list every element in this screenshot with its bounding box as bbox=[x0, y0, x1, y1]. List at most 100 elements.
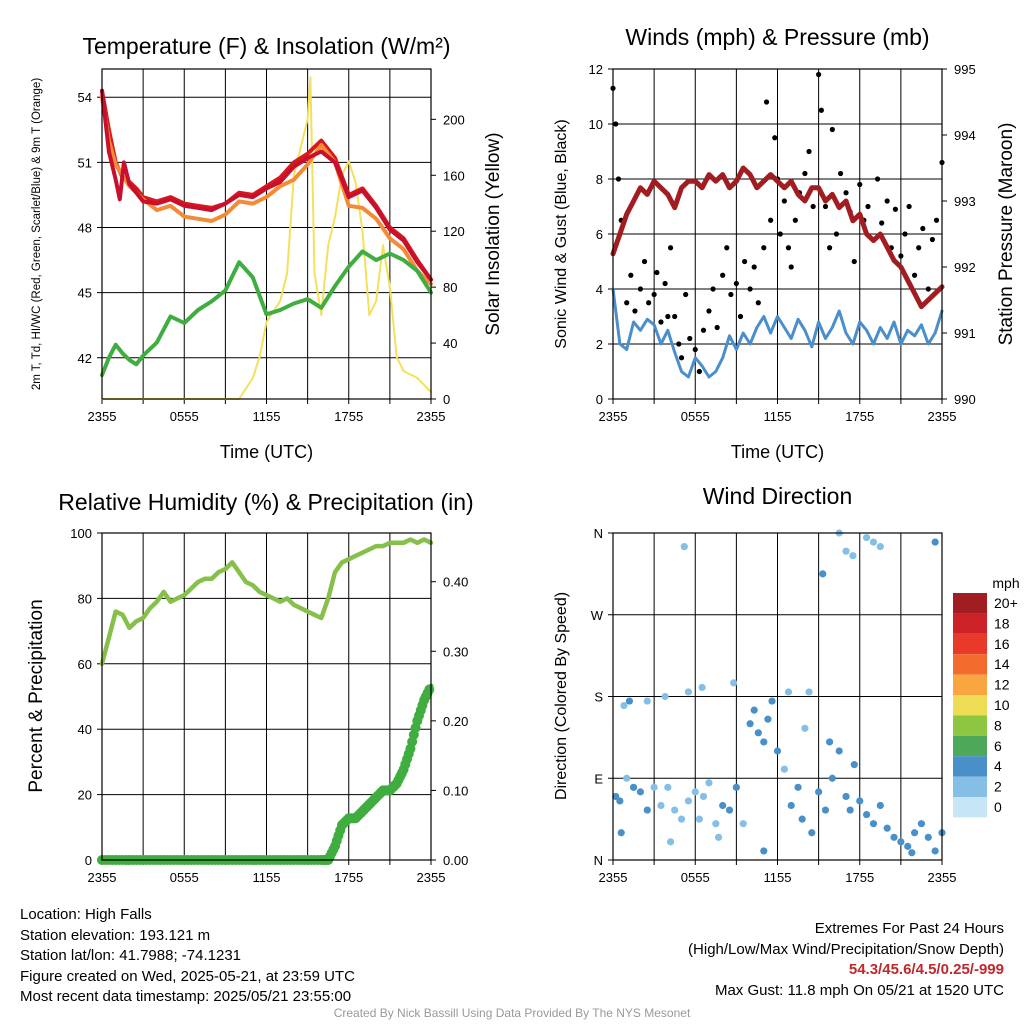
panel-temperature: 2355 0555 1155 1755 2355 42 45 48 51 54 0 40 80 120 16… bbox=[31, 33, 504, 462]
y-tick-label: 40 bbox=[78, 722, 92, 737]
direction-point bbox=[739, 820, 747, 828]
legend-swatch bbox=[953, 715, 987, 736]
y-tick-label: 12 bbox=[589, 62, 603, 77]
gust-point bbox=[843, 190, 849, 196]
direction-point bbox=[808, 829, 816, 837]
gust-point bbox=[724, 245, 730, 251]
speed-legend: mph 20+ 18 16 14 12 10 8 6 4 2 0 bbox=[953, 575, 1020, 818]
legend-label: 16 bbox=[994, 636, 1010, 652]
direction-point bbox=[863, 810, 871, 819]
y-tick-label: 8 bbox=[596, 172, 603, 187]
y-tick-label: 0 bbox=[85, 853, 92, 868]
direction-point bbox=[910, 829, 919, 837]
direction-point bbox=[671, 806, 679, 814]
x-tick-label: 1755 bbox=[845, 409, 874, 424]
gust-point bbox=[637, 286, 644, 292]
y2-axis-label: Solar Insolation (Yellow) bbox=[483, 132, 504, 335]
x-tick-label: 0555 bbox=[170, 409, 199, 424]
gust-point bbox=[763, 99, 770, 105]
direction-point bbox=[750, 706, 758, 714]
direction-point bbox=[699, 792, 708, 801]
gust-point bbox=[806, 148, 812, 155]
direction-point bbox=[666, 838, 675, 846]
gust-point bbox=[733, 280, 739, 287]
gust-point bbox=[720, 272, 726, 278]
legend-title: mph bbox=[992, 575, 1019, 591]
gust-point bbox=[706, 308, 712, 314]
plot-border bbox=[101, 68, 432, 400]
direction-point bbox=[780, 765, 788, 773]
gust-point bbox=[700, 327, 707, 333]
y-tick-label: 54 bbox=[78, 90, 92, 105]
x-tick-label: 1755 bbox=[334, 870, 363, 885]
gust-point bbox=[906, 203, 912, 210]
direction-point bbox=[684, 797, 692, 805]
y-tick-label: 45 bbox=[78, 286, 92, 301]
direction-point bbox=[850, 761, 858, 769]
direction-point bbox=[846, 806, 854, 814]
gust-point bbox=[837, 170, 844, 177]
gust-point bbox=[624, 300, 630, 306]
x-tick-label: 0555 bbox=[170, 870, 199, 885]
direction-point bbox=[664, 783, 672, 791]
gust-point bbox=[728, 291, 734, 298]
x-axis-label: Time (UTC) bbox=[220, 442, 313, 462]
direction-point bbox=[828, 774, 836, 782]
gust-point bbox=[772, 135, 778, 141]
y2-tick-label: 993 bbox=[954, 194, 976, 209]
y-axis-label: Direction (Colored By Speed) bbox=[553, 592, 570, 800]
series-relative-humidity bbox=[99, 537, 434, 667]
x-tick-label: 2355 bbox=[599, 409, 628, 424]
legend-swatch bbox=[953, 654, 987, 675]
gust-point bbox=[646, 300, 652, 306]
extremes-title: Extremes For Past 24 Hours bbox=[814, 920, 1004, 937]
gust-point bbox=[874, 176, 881, 182]
gust-point bbox=[678, 355, 685, 361]
x-tick-label: 2355 bbox=[88, 870, 117, 885]
y2-tick-label: 992 bbox=[954, 260, 976, 275]
x-tick-label: 2355 bbox=[599, 870, 628, 885]
y-tick-label: 80 bbox=[78, 591, 92, 606]
legend-label: 2 bbox=[994, 779, 1002, 795]
gust-point bbox=[802, 170, 808, 177]
gust-point bbox=[925, 286, 931, 292]
direction-point bbox=[698, 683, 706, 692]
direction-point bbox=[815, 788, 823, 796]
direction-point bbox=[725, 806, 734, 814]
x-tick-label: 1155 bbox=[764, 409, 792, 424]
extremes-info: Extremes For Past 24 Hours (High/Low/Max… bbox=[688, 919, 1004, 1001]
legend-swatch bbox=[953, 735, 987, 757]
direction-point bbox=[876, 801, 884, 810]
x-tick-label: 1755 bbox=[334, 409, 363, 424]
direction-point bbox=[842, 792, 850, 801]
direction-point bbox=[732, 783, 740, 791]
direction-point bbox=[924, 833, 932, 841]
gust-point bbox=[742, 258, 748, 265]
direction-point bbox=[849, 552, 857, 560]
legend-label: 6 bbox=[994, 738, 1002, 754]
direction-point bbox=[931, 538, 939, 546]
direction-point bbox=[890, 833, 898, 841]
gust-point bbox=[898, 253, 904, 259]
gust-point bbox=[672, 313, 678, 320]
x-tick-label: 2355 bbox=[88, 409, 117, 424]
gust-point bbox=[933, 217, 940, 223]
x-tick-label: 2355 bbox=[417, 409, 446, 424]
y2-tick-label: 120 bbox=[443, 224, 465, 239]
x-tick-label: 0555 bbox=[681, 409, 710, 424]
direction-point bbox=[650, 783, 658, 791]
y2-tick-label: 40 bbox=[443, 336, 457, 351]
gust-point bbox=[667, 245, 674, 251]
figure-created: Figure created on Wed, 2025-05-21, at 23… bbox=[20, 967, 355, 985]
y-tick-label: 60 bbox=[78, 657, 92, 672]
direction-point bbox=[677, 815, 686, 823]
y2-tick-label: 990 bbox=[954, 392, 976, 407]
extremes-values: 54.3/45.6/4.5/0.25/-999 bbox=[848, 961, 1004, 978]
legend-swatch bbox=[953, 674, 987, 695]
gust-point bbox=[911, 272, 918, 278]
direction-point bbox=[623, 774, 631, 782]
direction-point bbox=[897, 838, 905, 846]
legend-label: 10 bbox=[994, 697, 1010, 713]
x-tick-label: 1155 bbox=[253, 409, 281, 424]
legend-label: 14 bbox=[994, 656, 1010, 672]
